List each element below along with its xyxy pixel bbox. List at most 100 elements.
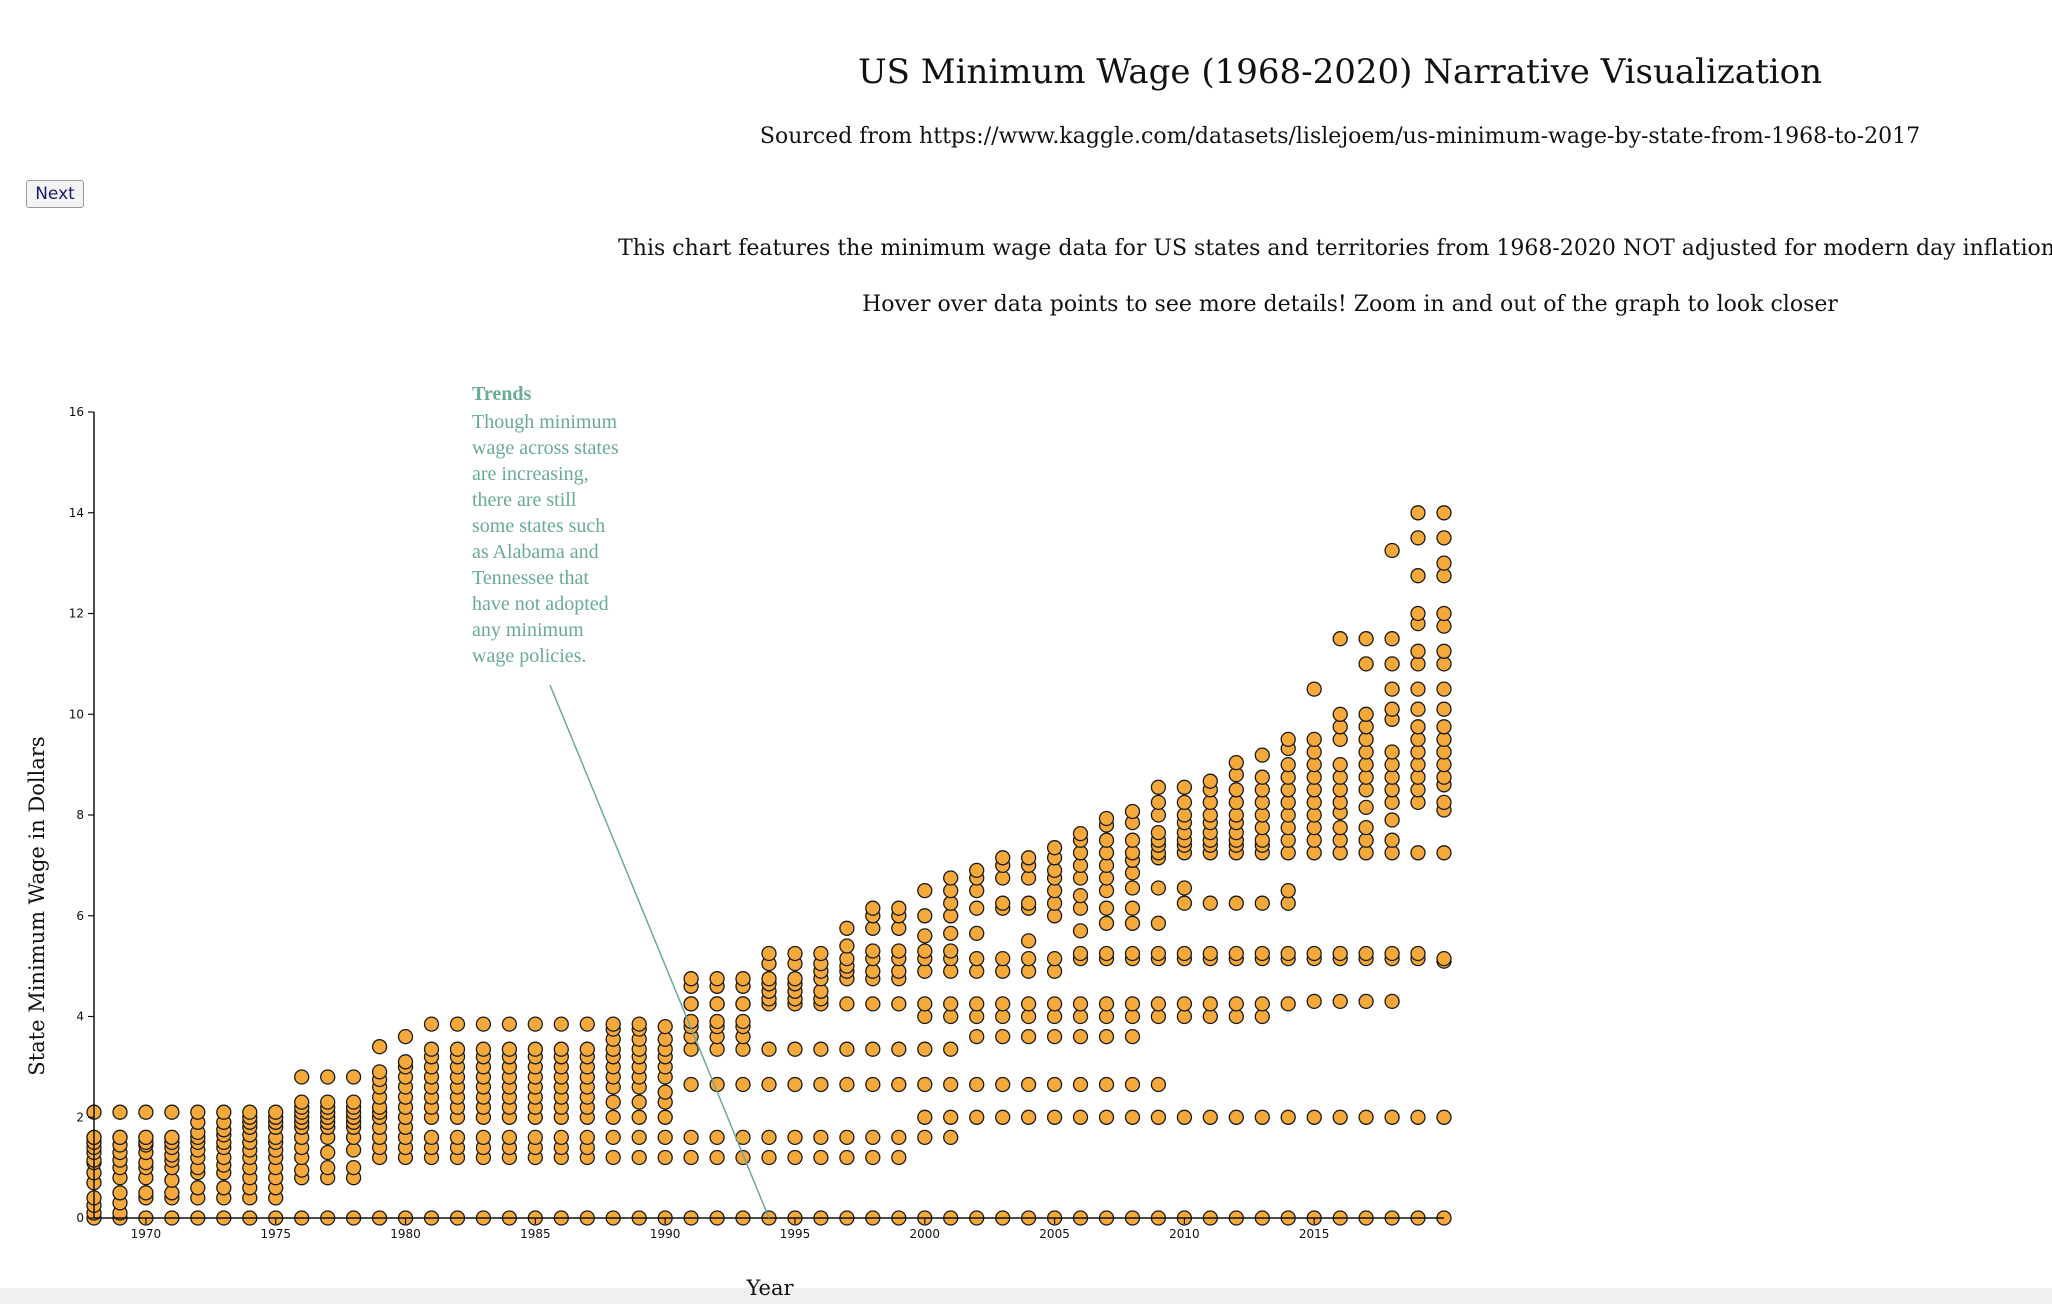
data-point[interactable] (943, 870, 959, 886)
data-point[interactable] (216, 1180, 232, 1196)
data-point[interactable] (1072, 996, 1089, 1012)
data-point[interactable] (943, 882, 959, 899)
data-point[interactable] (1124, 832, 1141, 848)
data-point[interactable] (683, 996, 699, 1012)
data-point[interactable] (553, 1016, 569, 1032)
data-point[interactable] (1358, 782, 1374, 798)
data-point[interactable] (709, 1149, 725, 1166)
data-point[interactable] (345, 1159, 362, 1176)
data-point[interactable] (943, 925, 959, 942)
data-point[interactable] (1436, 701, 1452, 717)
data-point[interactable] (891, 900, 907, 916)
data-point[interactable] (1436, 605, 1452, 622)
data-point[interactable] (190, 1104, 206, 1120)
data-point[interactable] (917, 1076, 933, 1093)
data-point[interactable] (1410, 731, 1426, 748)
data-point[interactable] (1150, 1109, 1167, 1125)
data-point[interactable] (1384, 681, 1400, 697)
data-point[interactable] (891, 963, 907, 979)
data-point[interactable] (969, 1008, 985, 1025)
data-point[interactable] (605, 1094, 621, 1110)
data-point[interactable] (1280, 731, 1296, 748)
data-point[interactable] (449, 1016, 466, 1032)
data-point[interactable] (813, 945, 829, 962)
data-point[interactable] (943, 908, 959, 924)
data-point[interactable] (1228, 794, 1244, 811)
data-point[interactable] (995, 1008, 1011, 1025)
data-point[interactable] (449, 1041, 466, 1057)
data-point[interactable] (527, 1041, 543, 1057)
data-point[interactable] (1202, 773, 1218, 789)
data-point[interactable] (1358, 656, 1374, 672)
data-point[interactable] (1098, 915, 1115, 931)
data-point[interactable] (1332, 832, 1348, 848)
data-point[interactable] (1410, 945, 1426, 962)
data-point[interactable] (1046, 996, 1063, 1012)
data-point[interactable] (891, 1129, 907, 1146)
data-point[interactable] (1306, 1109, 1322, 1125)
data-point[interactable] (423, 1016, 440, 1032)
data-point[interactable] (1306, 945, 1322, 962)
data-point[interactable] (553, 1129, 569, 1146)
data-point[interactable] (1150, 945, 1167, 962)
data-point[interactable] (1254, 819, 1270, 836)
data-point[interactable] (1280, 945, 1296, 962)
data-point[interactable] (1358, 799, 1374, 816)
data-point[interactable] (943, 1008, 959, 1025)
data-point[interactable] (112, 1104, 128, 1120)
data-point[interactable] (1436, 618, 1452, 634)
data-point[interactable] (1436, 719, 1452, 735)
data-point[interactable] (553, 1041, 569, 1057)
data-point[interactable] (1020, 1109, 1037, 1125)
data-point[interactable] (1124, 996, 1141, 1012)
data-point[interactable] (709, 1041, 725, 1057)
data-point[interactable] (761, 945, 777, 962)
data-point[interactable] (839, 938, 855, 954)
data-point[interactable] (735, 1013, 751, 1030)
data-point[interactable] (1072, 1008, 1089, 1025)
data-point[interactable] (1098, 857, 1115, 874)
data-point[interactable] (1280, 996, 1296, 1012)
data-point[interactable] (1124, 900, 1141, 916)
data-point[interactable] (1410, 744, 1426, 760)
data-point[interactable] (527, 1129, 543, 1146)
data-point[interactable] (917, 963, 933, 979)
data-point[interactable] (1384, 756, 1400, 773)
data-point[interactable] (761, 971, 777, 987)
data-point[interactable] (112, 1185, 128, 1201)
data-point[interactable] (1332, 945, 1348, 962)
data-point[interactable] (1098, 996, 1115, 1012)
data-point[interactable] (995, 1028, 1011, 1045)
data-point[interactable] (1280, 794, 1296, 811)
data-point[interactable] (943, 895, 959, 911)
data-point[interactable] (917, 996, 933, 1012)
data-point[interactable] (735, 1149, 751, 1166)
data-point[interactable] (527, 1016, 543, 1032)
data-point[interactable] (865, 1129, 881, 1146)
data-point[interactable] (1254, 945, 1270, 962)
data-point[interactable] (1228, 895, 1244, 911)
data-point[interactable] (813, 983, 829, 999)
data-point[interactable] (1098, 945, 1115, 962)
data-point[interactable] (397, 1028, 414, 1045)
data-point[interactable] (605, 1129, 621, 1146)
data-point[interactable] (268, 1104, 284, 1120)
data-point[interactable] (1228, 996, 1244, 1012)
data-point[interactable] (164, 1172, 180, 1188)
data-point[interactable] (1124, 1028, 1141, 1045)
data-point[interactable] (969, 996, 985, 1012)
data-point[interactable] (1202, 945, 1218, 962)
data-point[interactable] (1358, 706, 1374, 722)
data-point[interactable] (657, 1149, 673, 1166)
data-point[interactable] (501, 1016, 518, 1032)
data-point[interactable] (1332, 845, 1348, 861)
data-point[interactable] (1410, 530, 1426, 546)
data-point[interactable] (1098, 870, 1115, 886)
data-point[interactable] (1280, 782, 1296, 798)
data-point[interactable] (345, 1094, 362, 1110)
data-point[interactable] (1280, 845, 1296, 861)
data-point[interactable] (1254, 769, 1270, 785)
data-point[interactable] (1124, 803, 1141, 820)
data-point[interactable] (1384, 656, 1400, 672)
data-point[interactable] (865, 943, 881, 959)
